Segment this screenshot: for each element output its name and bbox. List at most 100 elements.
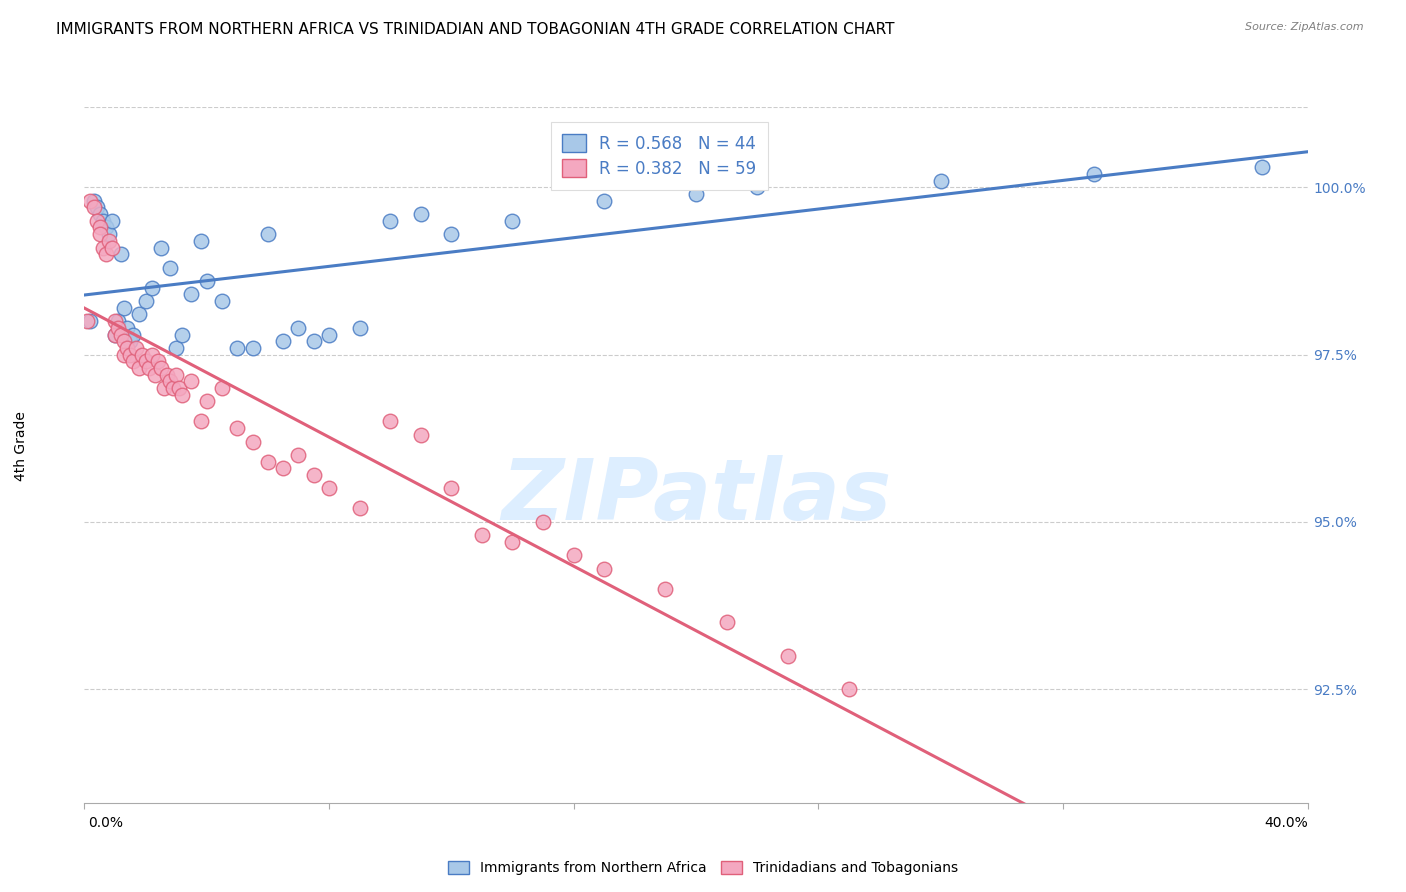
Point	[135, 354, 157, 368]
Point	[502, 535, 524, 549]
Point	[141, 281, 163, 295]
Point	[409, 207, 432, 221]
Point	[159, 375, 181, 389]
Point	[172, 387, 194, 401]
Point	[120, 348, 142, 362]
Legend: Immigrants from Northern Africa, Trinidadians and Tobagonians: Immigrants from Northern Africa, Trinida…	[443, 855, 963, 880]
Point	[89, 207, 111, 221]
Point	[104, 327, 127, 342]
Point	[211, 294, 233, 309]
Point	[131, 348, 153, 362]
Point	[120, 334, 142, 349]
Point	[685, 187, 707, 202]
Point	[440, 482, 463, 496]
Point	[101, 214, 124, 228]
Point	[107, 314, 129, 328]
Point	[257, 455, 280, 469]
Point	[112, 334, 135, 349]
Point	[104, 314, 127, 328]
Text: 0.0%: 0.0%	[89, 816, 124, 830]
Point	[94, 220, 117, 235]
Legend: R = 0.568   N = 44, R = 0.382   N = 59: R = 0.568 N = 44, R = 0.382 N = 59	[551, 122, 768, 190]
Point	[1250, 161, 1272, 175]
Point	[149, 241, 172, 255]
Point	[287, 321, 309, 335]
Point	[76, 314, 98, 328]
Point	[654, 582, 676, 596]
Point	[271, 461, 294, 475]
Point	[159, 260, 181, 275]
Point	[257, 227, 280, 242]
Point	[141, 348, 163, 362]
Point	[153, 381, 176, 395]
Point	[271, 334, 294, 349]
Point	[112, 301, 135, 315]
Point	[195, 394, 218, 409]
Point	[318, 327, 340, 342]
Point	[562, 549, 585, 563]
Point	[110, 247, 132, 261]
Point	[167, 381, 190, 395]
Point	[138, 361, 160, 376]
Point	[747, 180, 769, 194]
Point	[287, 448, 309, 462]
Point	[380, 415, 402, 429]
Point	[89, 220, 111, 235]
Point	[242, 434, 264, 449]
Point	[172, 327, 194, 342]
Point	[146, 354, 169, 368]
Point	[125, 341, 148, 355]
Point	[349, 321, 371, 335]
Point	[180, 375, 202, 389]
Point	[128, 308, 150, 322]
Point	[716, 615, 738, 630]
Point	[143, 368, 166, 382]
Point	[86, 214, 108, 228]
Point	[97, 227, 120, 242]
Point	[165, 341, 187, 355]
Point	[318, 482, 340, 496]
Point	[83, 201, 105, 215]
Point	[107, 321, 129, 335]
Point	[79, 194, 101, 208]
Point	[409, 428, 432, 442]
Point	[838, 682, 860, 697]
Point	[115, 341, 138, 355]
Point	[149, 361, 172, 376]
Point	[502, 214, 524, 228]
Point	[79, 314, 101, 328]
Point	[531, 515, 554, 529]
Text: 40.0%: 40.0%	[1264, 816, 1308, 830]
Point	[190, 415, 212, 429]
Point	[242, 341, 264, 355]
Point	[112, 348, 135, 362]
Point	[162, 381, 184, 395]
Point	[156, 368, 179, 382]
Point	[190, 234, 212, 248]
Text: ZIPatlas: ZIPatlas	[501, 455, 891, 538]
Point	[302, 334, 325, 349]
Point	[1083, 167, 1105, 181]
Point	[593, 562, 616, 576]
Point	[122, 327, 145, 342]
Point	[89, 227, 111, 242]
Point	[128, 361, 150, 376]
Point	[83, 194, 105, 208]
Point	[776, 648, 799, 663]
Point	[593, 194, 616, 208]
Point	[104, 327, 127, 342]
Point	[115, 321, 138, 335]
Point	[211, 381, 233, 395]
Point	[97, 234, 120, 248]
Point	[440, 227, 463, 242]
Text: IMMIGRANTS FROM NORTHERN AFRICA VS TRINIDADIAN AND TOBAGONIAN 4TH GRADE CORRELAT: IMMIGRANTS FROM NORTHERN AFRICA VS TRINI…	[56, 22, 894, 37]
Point	[91, 241, 114, 255]
Text: Source: ZipAtlas.com: Source: ZipAtlas.com	[1246, 22, 1364, 32]
Point	[180, 287, 202, 301]
Point	[226, 421, 249, 435]
Point	[122, 354, 145, 368]
Point	[94, 247, 117, 261]
Point	[135, 294, 157, 309]
Point	[86, 201, 108, 215]
Point	[302, 468, 325, 483]
